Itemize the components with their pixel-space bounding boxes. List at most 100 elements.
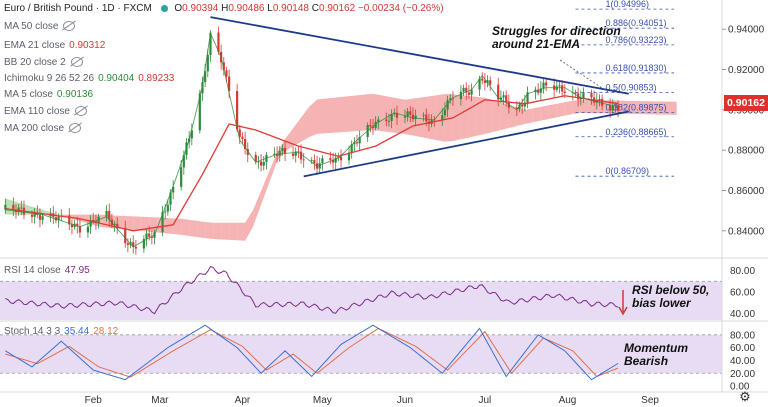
indicator-row-ichimoku[interactable]: Ichimoku 9 26 52 26 0.90404 0.89233 — [4, 73, 174, 84]
stoch-k-value: 35.44 — [64, 326, 90, 337]
candle-body — [318, 163, 321, 169]
cloud-segment — [333, 97, 342, 133]
cloud-segment — [476, 96, 485, 136]
candle-body — [57, 216, 60, 221]
candle-body — [68, 215, 71, 225]
cloud-segment — [117, 215, 126, 230]
cloud-segment — [508, 105, 517, 128]
rsi-label: RSI 14 close — [4, 265, 61, 276]
cloud-segment — [285, 128, 294, 152]
candle-body — [521, 104, 524, 107]
cloud-segment — [277, 138, 286, 162]
candle-body — [481, 78, 484, 81]
candle-body — [108, 210, 111, 220]
candle-body — [278, 151, 281, 156]
cloud-segment — [436, 94, 445, 142]
candle-body — [387, 120, 391, 122]
cloud-segment — [253, 190, 262, 227]
candle-body — [446, 100, 449, 110]
cloud-segment — [484, 97, 493, 135]
candle-body — [411, 114, 415, 120]
hidden-eye-icon[interactable] — [74, 106, 87, 117]
candle-body — [257, 161, 260, 163]
candle-body — [275, 153, 279, 156]
indicator-row-ma200[interactable]: MA 200 close — [4, 123, 82, 134]
stoch-pane[interactable]: 0.00 20.00 40.00 60.00 80.00 — [0, 324, 755, 393]
candle-body — [182, 155, 185, 168]
stoch-tick-label: 20.00 — [730, 369, 755, 380]
indicator-row-ma50[interactable]: MA 50 close — [4, 21, 76, 32]
cloud-segment — [133, 216, 142, 231]
indicator-row-ma5[interactable]: MA 5 close 0.90136 — [4, 89, 93, 100]
candle-body — [329, 158, 332, 161]
candle-body — [339, 156, 343, 161]
symbol-title: Euro / British Pound · 1D · FXCM — [4, 3, 152, 14]
hidden-eye-icon[interactable] — [69, 123, 82, 134]
stoch-header[interactable]: Stoch 14 3 3 35.44 28.12 — [4, 326, 118, 337]
candle-body — [299, 151, 303, 160]
candle-body — [377, 119, 380, 122]
indicator-label: BB 20 close 2 — [4, 57, 66, 68]
cloud-segment — [580, 99, 589, 114]
cloud-segment — [572, 99, 581, 114]
annotation-stoch: Momentum Bearish — [624, 342, 688, 368]
fib-label: 0.5(0.90853) — [605, 83, 656, 93]
close-value: 0.90162 — [319, 3, 356, 14]
candle-body — [462, 87, 465, 92]
candle-body — [132, 242, 135, 247]
rsi-pane[interactable]: 40.00 60.00 80.00 — [0, 266, 755, 320]
indicator-value: 0.90312 — [69, 40, 106, 51]
price-tick-label: 0.84000 — [728, 226, 765, 237]
candle-body — [92, 220, 95, 222]
indicator-row-bb20[interactable]: BB 20 close 2 — [4, 57, 83, 68]
indicator-row-ema110[interactable]: EMA 110 close — [4, 106, 87, 117]
candle-body — [116, 223, 119, 229]
candle-body — [241, 136, 244, 140]
candle-body — [515, 107, 518, 110]
candle-body — [526, 92, 529, 103]
candle-body — [259, 161, 263, 166]
cloud-segment — [261, 171, 270, 205]
candle-body — [302, 159, 305, 161]
candle-body — [113, 223, 116, 225]
candle-body — [201, 82, 204, 94]
ma5-line — [5, 31, 619, 248]
cloud-segment — [325, 97, 334, 134]
candle-body — [164, 211, 167, 213]
cloud-segment — [173, 218, 182, 235]
hidden-eye-icon[interactable] — [70, 57, 83, 68]
candle-body — [518, 104, 521, 110]
indicator-value-2: 0.89233 — [138, 73, 175, 84]
annotation-stoch-line2: Bearish — [624, 354, 669, 368]
cloud-segment — [364, 93, 373, 131]
candle-body — [148, 233, 151, 237]
fib-label: 1(0.94996) — [605, 0, 649, 9]
cloud-segment — [293, 117, 302, 147]
time-tick-label: Apr — [235, 395, 251, 406]
rsi-header[interactable]: RSI 14 close 47.95 — [4, 265, 90, 276]
cloud-segment — [548, 103, 557, 119]
close-label: C — [311, 3, 320, 14]
price-tick-label: 0.92000 — [728, 65, 765, 76]
cloud-segment — [668, 101, 677, 115]
live-dot-icon — [160, 4, 168, 12]
candle-body — [486, 80, 489, 83]
high-value: 0.90486 — [228, 3, 265, 14]
candle-body — [86, 226, 90, 233]
candle-body — [78, 226, 82, 233]
annotation-stoch-line1: Momentum — [624, 341, 688, 355]
candle-body — [145, 233, 148, 239]
time-tick-label: Jun — [397, 395, 413, 406]
candle-body — [465, 87, 468, 93]
candle-body — [310, 160, 313, 161]
hidden-eye-icon[interactable] — [63, 21, 76, 32]
gear-icon[interactable]: ⚙ — [739, 389, 751, 404]
candle-body — [563, 91, 566, 93]
cloud-segment — [357, 94, 365, 132]
trendlines[interactable] — [210, 16, 629, 178]
annotation-rsi-line2: bias lower — [632, 296, 691, 310]
candle-body — [198, 93, 201, 131]
indicator-row-ema21[interactable]: EMA 21 close 0.90312 — [4, 40, 105, 51]
